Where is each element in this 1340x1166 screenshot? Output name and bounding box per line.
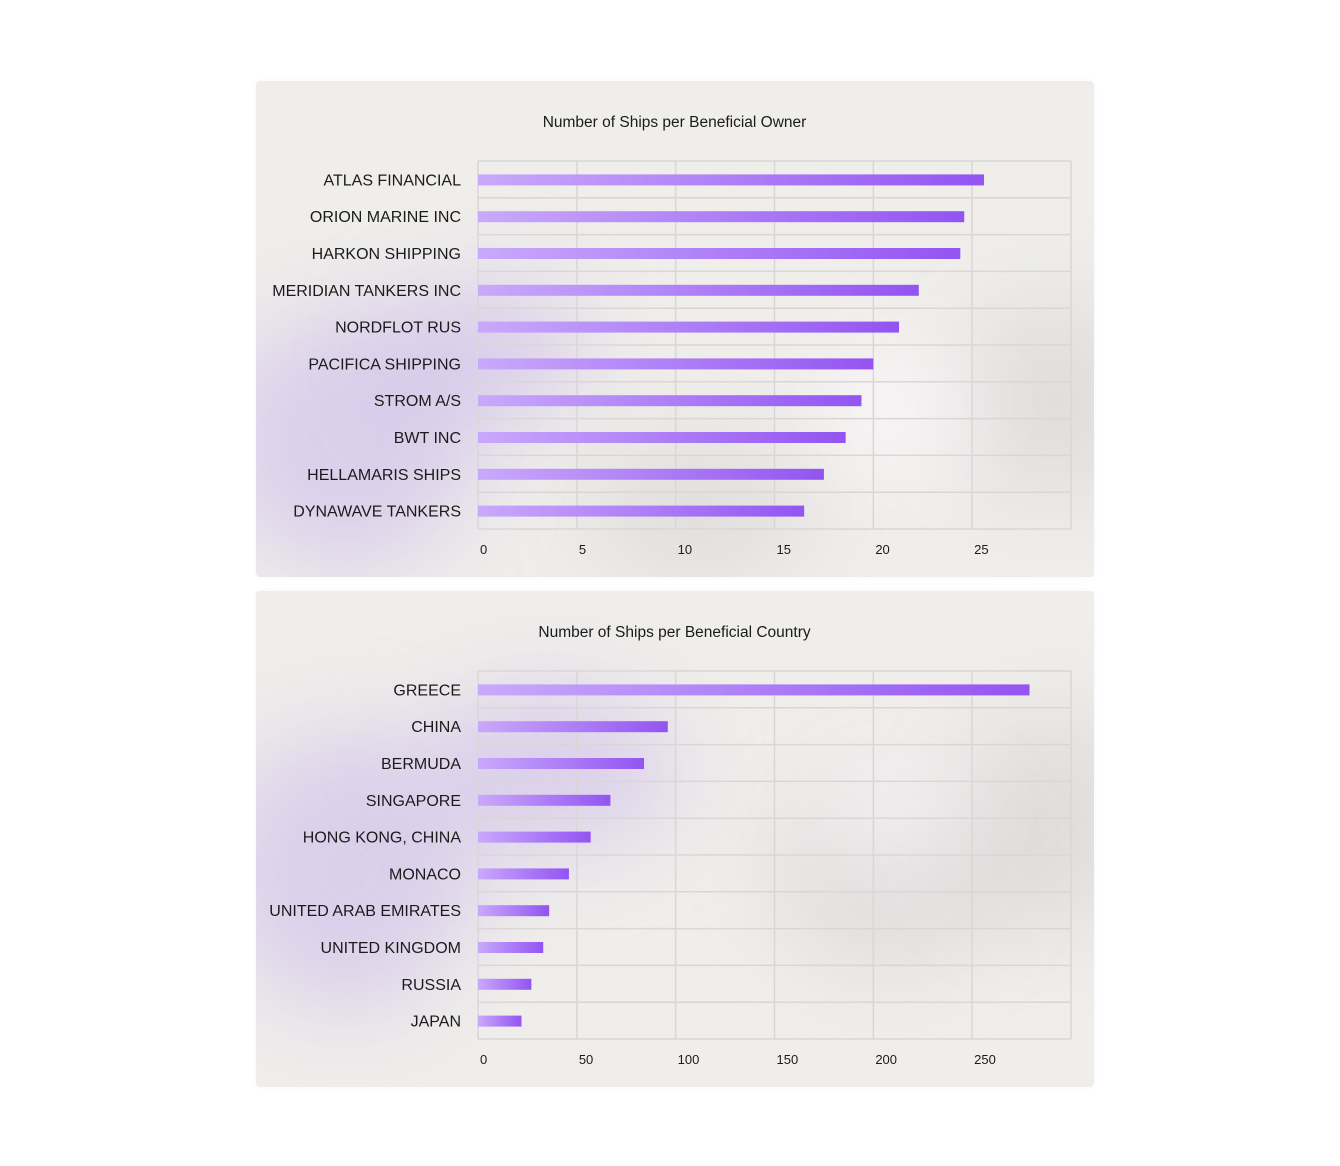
x-tick-label: 20	[875, 542, 889, 557]
x-tick-label: 250	[974, 1052, 996, 1067]
bar	[478, 395, 862, 407]
country-bar-chart: Number of Ships per Beneficial Country GR…	[269, 624, 1072, 1067]
x-tick-label: 0	[480, 1052, 487, 1067]
category-label: CHINA	[411, 719, 461, 736]
chart-title: Number of Ships per Beneficial Owner	[543, 114, 807, 131]
category-label: STROM A/S	[374, 393, 461, 410]
bar	[478, 468, 824, 480]
x-tick-label: 100	[678, 1052, 700, 1067]
bar	[478, 721, 668, 733]
category-label: BWT INC	[394, 430, 461, 447]
bar	[478, 248, 961, 259]
bar	[478, 211, 965, 223]
x-tick-label: 25	[974, 542, 988, 557]
grid	[477, 160, 1072, 530]
bar	[478, 942, 544, 953]
category-label: HELLAMARIS SHIPS	[307, 467, 461, 484]
owner-bar-chart: Number of Ships per Beneficial Owner ATLA…	[272, 114, 1072, 557]
category-label: UNITED KINGDOM	[321, 940, 461, 957]
category-label: ATLAS FINANCIAL	[323, 172, 461, 189]
category-label: BERMUDA	[381, 756, 461, 773]
bar	[478, 831, 591, 843]
category-label: MERIDIAN TANKERS INC	[272, 283, 461, 300]
bar	[478, 1015, 522, 1027]
bar	[478, 684, 1030, 696]
category-label: HARKON SHIPPING	[312, 246, 461, 263]
bar	[478, 174, 985, 186]
chart-title: Number of Ships per Beneficial Country	[538, 624, 810, 641]
x-tick-label: 15	[777, 542, 791, 557]
bar	[478, 284, 919, 296]
x-tick-label: 150	[777, 1052, 799, 1067]
category-label: DYNAWAVE TANKERS	[293, 504, 461, 521]
category-label: ORION MARINE INC	[310, 209, 461, 226]
owner-chart-panel: Number of Ships per Beneficial Owner ATLA…	[256, 81, 1094, 577]
x-tick-label: 0	[480, 542, 487, 557]
category-label: JAPAN	[411, 1014, 461, 1031]
category-label: HONG KONG, CHINA	[303, 830, 462, 847]
bar	[478, 505, 805, 517]
bar	[478, 905, 550, 917]
category-label: NORDFLOT RUS	[335, 320, 461, 337]
category-label: MONACO	[389, 866, 461, 883]
category-label: SINGAPORE	[366, 793, 461, 810]
x-tick-label: 10	[678, 542, 692, 557]
bar	[478, 358, 874, 370]
bar	[478, 321, 900, 333]
country-chart-panel: Number of Ships per Beneficial Country GR…	[256, 591, 1094, 1087]
x-tick-label: 50	[579, 1052, 593, 1067]
category-label: RUSSIA	[401, 977, 461, 994]
bar	[478, 758, 645, 769]
bar	[478, 432, 846, 443]
bar	[478, 978, 532, 990]
category-label: PACIFICA SHIPPING	[308, 356, 461, 373]
grid	[477, 670, 1072, 1040]
bar	[478, 868, 569, 880]
x-tick-label: 200	[875, 1052, 897, 1067]
bar	[478, 794, 611, 806]
category-label: UNITED ARAB EMIRATES	[269, 903, 461, 920]
x-tick-label: 5	[579, 542, 586, 557]
category-label: GREECE	[393, 682, 461, 699]
